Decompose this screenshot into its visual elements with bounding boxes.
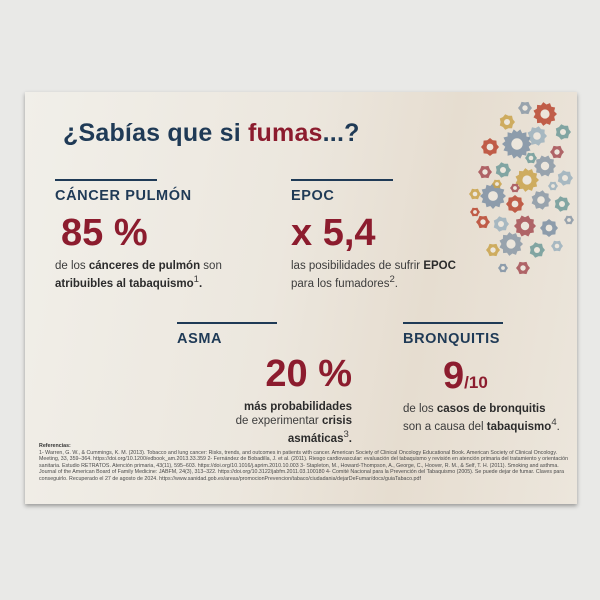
- gear-icon: [534, 155, 556, 177]
- gear-icon: [478, 165, 492, 179]
- gear-icon: [506, 195, 524, 213]
- divider: [177, 322, 277, 324]
- desc-text: son a causa del: [403, 420, 487, 433]
- references: Referencias: 1- Warren, G. W., & Cumming…: [39, 443, 575, 483]
- gear-icon: [502, 129, 532, 159]
- gear-icon: [529, 242, 545, 258]
- gear-icon: [493, 216, 509, 232]
- desc-text: de experimentar: [235, 415, 322, 427]
- gear-icon: [481, 138, 499, 156]
- divider: [55, 179, 157, 181]
- gear-icon: [540, 219, 558, 237]
- stat-label: EPOC: [291, 188, 335, 204]
- footnote-marker: 3: [343, 429, 349, 440]
- desc-bold: más probabilidades: [243, 401, 352, 413]
- gear-icon: [492, 179, 502, 189]
- poster: ¿Sabías que si fumas...? CÁNCER PULMÓN 8…: [25, 92, 577, 504]
- gear-icon: [499, 114, 515, 130]
- stat-epoc: EPOC x 5,4 las posibilidades de sufrir E…: [291, 179, 461, 291]
- desc-bold: crisis asmáticas: [287, 415, 352, 445]
- gear-icon: [533, 102, 557, 126]
- title-suffix: ...?: [322, 119, 360, 147]
- desc-bold: atribuibles al tabaquismo: [55, 277, 194, 290]
- gear-icon: [515, 168, 539, 192]
- gear-icon: [498, 263, 508, 273]
- stat-label: CÁNCER PULMÓN: [55, 188, 192, 204]
- desc-text: son: [200, 260, 222, 272]
- divider: [403, 322, 503, 324]
- gear-icon: [554, 196, 570, 212]
- desc-end: .: [199, 277, 203, 290]
- gear-icon: [527, 126, 547, 146]
- stat-value-wrap: 9/10: [443, 355, 563, 398]
- desc-end: .: [348, 432, 352, 445]
- gear-icon: [516, 261, 530, 275]
- gear-icon: [557, 170, 573, 186]
- stat-value: 85 %: [61, 212, 148, 254]
- stat-value: 9: [443, 355, 465, 397]
- gears-brain-icon: [469, 101, 574, 275]
- stat-asma: ASMA 20 % más probabilidades de experimen…: [177, 322, 352, 446]
- gear-icon: [525, 152, 537, 164]
- gear-icon: [550, 145, 564, 159]
- gear-icon: [548, 181, 558, 191]
- stat-label: ASMA: [177, 331, 223, 347]
- stat-cancer-pulmon: CÁNCER PULMÓN 85 % de los cánceres de pu…: [55, 179, 255, 291]
- stat-description: las posibilidades de sufrir EPOC para lo…: [291, 259, 461, 291]
- stat-description: más probabilidades de experimentar crisis…: [177, 400, 352, 446]
- gear-icon: [518, 101, 532, 115]
- references-heading: Referencias:: [39, 443, 71, 449]
- gear-icon: [564, 215, 574, 225]
- footnote-marker: 4: [551, 417, 557, 428]
- stat-denominator: /10: [464, 373, 488, 392]
- stat-label: BRONQUITIS: [403, 331, 501, 347]
- gear-icon: [555, 124, 571, 140]
- stat-value: x 5,4: [291, 212, 376, 254]
- desc-text: para los fumadores: [291, 277, 390, 290]
- footnote-marker: 2: [389, 274, 395, 285]
- desc-end: .: [394, 277, 398, 290]
- title-prefix: ¿Sabías que si: [63, 119, 249, 147]
- desc-text: de los: [55, 260, 89, 272]
- desc-bold: casos de bronquitis: [436, 403, 546, 415]
- stat-description: de los cánceres de pulmón son atribuible…: [55, 259, 255, 291]
- desc-text: de los: [403, 403, 437, 415]
- gear-icon: [510, 183, 520, 193]
- desc-bold: tabaquismo: [486, 420, 552, 433]
- gear-icon: [469, 188, 481, 200]
- stat-bronquitis: BRONQUITIS 9/10 de los casos de bronquit…: [403, 322, 563, 434]
- desc-end: .: [556, 420, 560, 433]
- gear-icon: [495, 162, 511, 178]
- desc-text: las posibilidades de sufrir: [291, 260, 424, 272]
- references-text: 1- Warren, G. W., & Cummings, K. M. (201…: [39, 449, 569, 482]
- desc-bold: cánceres de pulmón: [88, 260, 201, 272]
- gear-icon: [486, 243, 500, 257]
- gear-icon: [514, 215, 536, 237]
- gear-icon: [470, 207, 480, 217]
- gear-icon: [480, 183, 506, 209]
- stat-description: de los casos de bronquitis son a causa d…: [403, 402, 563, 434]
- gear-icon: [499, 232, 523, 256]
- stat-value: 20 %: [265, 353, 352, 395]
- footnote-marker: 1: [193, 274, 199, 285]
- title-highlight: fumas: [248, 119, 323, 147]
- gear-icon: [551, 240, 563, 252]
- gear-icon: [476, 215, 490, 229]
- poster-title: ¿Sabías que si fumas...?: [63, 119, 360, 148]
- gear-icon: [531, 190, 551, 210]
- desc-bold: EPOC: [423, 260, 456, 272]
- divider: [291, 179, 393, 181]
